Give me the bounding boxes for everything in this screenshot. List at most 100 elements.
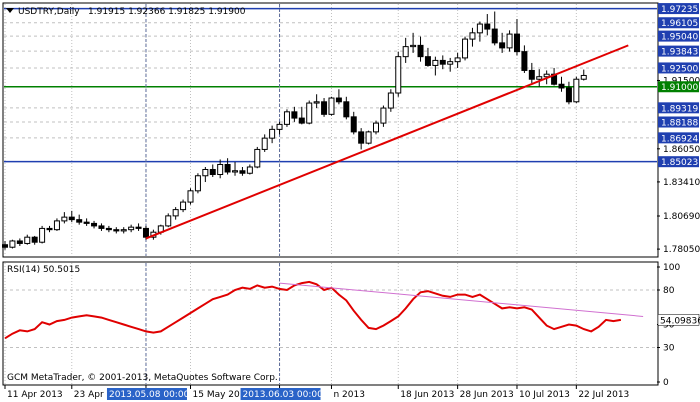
candle: [276, 121, 283, 135]
candle-body-bull: [202, 168, 209, 177]
symbol-timeframe: USDTRY,Daily: [18, 7, 80, 17]
price-tag-label: 1.85023: [661, 158, 698, 168]
ohlc-values: 1.91915 1.92366 1.91825 1.91900: [88, 7, 246, 17]
date-axis-label: 28 Jun 2013: [460, 390, 514, 400]
candle-body-bear: [513, 33, 520, 53]
rsi-current-tag-label: 54.09836: [660, 316, 700, 326]
price-tag-box: [658, 3, 699, 15]
candle-body-bear: [424, 56, 431, 66]
date-axis-label: 11 Apr 2013: [7, 390, 63, 400]
price-tag-label: 1.89319: [661, 104, 698, 114]
candle: [528, 62, 535, 83]
candle-body-bull: [306, 102, 313, 124]
candle-body-bear: [417, 44, 424, 58]
candle: [2, 240, 8, 250]
price-tag-box: [658, 156, 699, 168]
candle: [313, 94, 320, 109]
candle: [194, 173, 201, 194]
candle-body-bull: [194, 175, 201, 192]
price-tag-label: 1.88188: [661, 119, 698, 129]
price-tag-label: 1.96105: [661, 19, 698, 29]
candle-body-bear: [98, 225, 105, 229]
candle: [417, 36, 424, 62]
candle-body-bull: [261, 137, 268, 150]
rsi-current-tag-box: [657, 314, 700, 326]
candle: [246, 164, 253, 175]
date-axis-label: 15 May 2013: [193, 390, 252, 400]
price-trendline[interactable]: [145, 44, 629, 240]
candle-body-bull: [254, 148, 261, 168]
candle: [410, 32, 417, 53]
candle-body-bear: [335, 97, 342, 103]
candle: [306, 100, 313, 125]
candle: [24, 234, 31, 245]
candle-body-bear: [298, 117, 305, 124]
candle: [395, 51, 402, 97]
price-tag-label: 1.95040: [661, 33, 698, 43]
candle-body-bear: [239, 170, 246, 174]
candle: [61, 212, 68, 224]
candle: [580, 69, 587, 81]
candle: [180, 199, 187, 213]
candle-body-bear: [528, 69, 535, 80]
candle: [91, 220, 98, 229]
candle-body-bear: [76, 219, 83, 223]
candle: [365, 130, 372, 145]
date-axis-label: 23 Apr 2013: [74, 390, 130, 400]
rsi-line: [4, 280, 622, 340]
date-tag-label: 2013.06.03 00:00: [243, 390, 324, 400]
rsi-axis-label: 100: [663, 263, 680, 273]
candle-body-bear: [321, 101, 328, 115]
candle-body-bull: [469, 32, 476, 40]
candle: [68, 210, 75, 223]
candle: [439, 55, 446, 70]
candle: [298, 106, 305, 125]
candle: [76, 214, 83, 225]
price-tag-box: [658, 81, 699, 93]
price-axis-label: 1.80690: [663, 212, 700, 222]
candle-body-bull: [217, 163, 224, 176]
copyright-text: GCM MetaTrader, © 2001-2013, MetaQuotes …: [7, 373, 278, 383]
candle-body-bear: [209, 168, 216, 176]
date-axis-label: n 2013: [333, 390, 364, 400]
candle-body-bear: [439, 59, 446, 65]
rsi-trendline[interactable]: [279, 282, 644, 317]
candle-body-bull: [313, 101, 320, 104]
candle: [187, 188, 194, 205]
candle-body-bull: [328, 97, 335, 115]
candle-body-bear: [68, 216, 75, 221]
candle-body-bear: [343, 101, 350, 118]
price-tag-label: 1.91000: [661, 83, 698, 93]
candle-body-bull: [410, 44, 417, 48]
candle-body-bull: [24, 236, 31, 244]
candle-body-bull: [61, 216, 68, 222]
price-pane-frame: [2, 2, 659, 258]
candle: [476, 21, 483, 42]
candle-body-bull: [128, 226, 135, 231]
rsi-axis-label: 30: [663, 344, 675, 354]
candle: [358, 128, 365, 150]
candle-body-bear: [142, 227, 149, 238]
candle: [232, 161, 239, 176]
candle: [283, 109, 290, 127]
candle-body-bear: [358, 131, 365, 144]
candle: [536, 69, 543, 87]
candle: [350, 111, 357, 135]
candle: [373, 120, 379, 135]
candle: [113, 227, 120, 234]
price-levels: [4, 7, 657, 163]
candle: [209, 164, 216, 178]
candle: [462, 36, 469, 61]
candle-body-bull: [476, 23, 483, 34]
price-tag-box: [658, 116, 699, 128]
price-tag-box: [658, 102, 699, 114]
candle-body-bull: [276, 123, 283, 130]
candle-body-bull: [454, 57, 461, 63]
rsi-axis-label: 0: [663, 378, 669, 388]
candle-body-bull: [53, 220, 60, 231]
price-tag-box: [658, 17, 699, 29]
candle-body-bear: [83, 221, 90, 224]
dropdown-triangle-icon[interactable]: [6, 8, 14, 13]
